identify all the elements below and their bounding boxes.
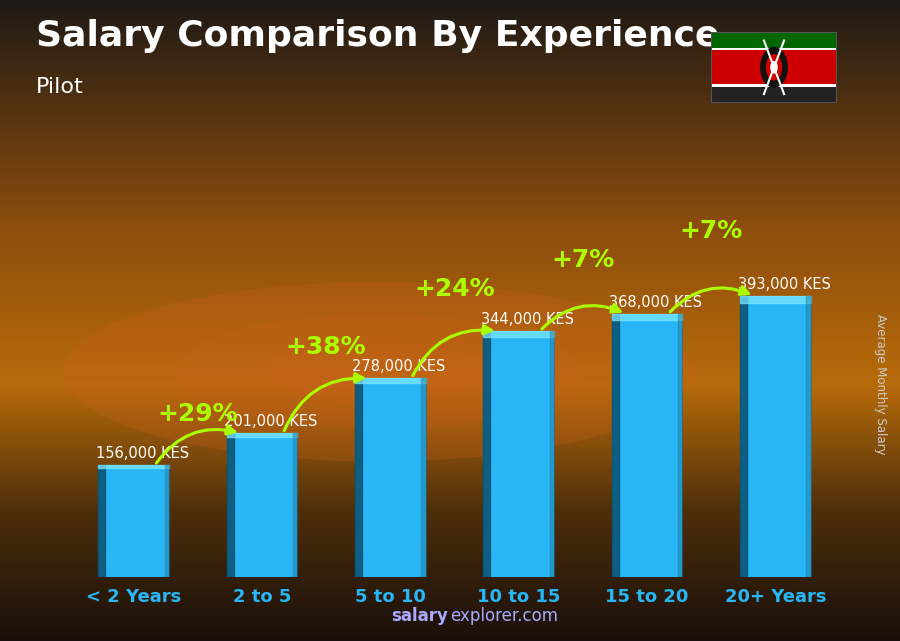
Bar — [355, 378, 426, 577]
Text: 156,000 KES: 156,000 KES — [95, 446, 189, 461]
Text: +7%: +7% — [551, 249, 615, 272]
Text: Average Monthly Salary: Average Monthly Salary — [874, 314, 886, 455]
Text: 393,000 KES: 393,000 KES — [737, 277, 831, 292]
Bar — [293, 433, 297, 577]
Text: salary: salary — [392, 607, 448, 625]
Bar — [711, 84, 837, 87]
Bar — [711, 32, 837, 47]
Bar — [483, 331, 490, 577]
Bar — [98, 465, 105, 577]
Bar — [678, 314, 682, 577]
Bar — [421, 378, 426, 577]
Text: +24%: +24% — [414, 277, 495, 301]
Bar — [711, 47, 837, 51]
Bar — [740, 296, 811, 577]
Bar — [227, 433, 297, 437]
Bar — [711, 51, 837, 84]
Ellipse shape — [63, 282, 693, 462]
Text: 368,000 KES: 368,000 KES — [609, 294, 702, 310]
Bar — [483, 331, 554, 337]
Ellipse shape — [176, 314, 580, 429]
Bar — [612, 314, 682, 320]
Ellipse shape — [266, 340, 491, 404]
Text: explorer.com: explorer.com — [450, 607, 558, 625]
Bar — [550, 331, 554, 577]
Bar — [98, 465, 169, 577]
Bar — [740, 296, 747, 577]
Bar — [355, 378, 362, 577]
Bar — [612, 314, 682, 577]
Text: 344,000 KES: 344,000 KES — [481, 312, 574, 327]
Text: +29%: +29% — [158, 401, 239, 426]
Text: Salary Comparison By Experience: Salary Comparison By Experience — [36, 19, 719, 53]
Text: 278,000 KES: 278,000 KES — [353, 359, 446, 374]
Bar — [612, 314, 619, 577]
Text: +7%: +7% — [680, 219, 742, 244]
Bar — [711, 87, 837, 103]
Bar — [806, 296, 811, 577]
Ellipse shape — [760, 47, 788, 88]
Bar — [483, 331, 554, 577]
Bar — [165, 465, 169, 577]
Bar — [740, 296, 811, 303]
Bar — [355, 378, 426, 383]
Bar — [98, 465, 169, 468]
Ellipse shape — [770, 61, 778, 74]
Text: 201,000 KES: 201,000 KES — [224, 414, 318, 429]
Text: Pilot: Pilot — [36, 77, 84, 97]
Text: +38%: +38% — [286, 335, 366, 359]
Bar — [227, 433, 297, 577]
Bar — [227, 433, 234, 577]
Ellipse shape — [766, 54, 782, 81]
